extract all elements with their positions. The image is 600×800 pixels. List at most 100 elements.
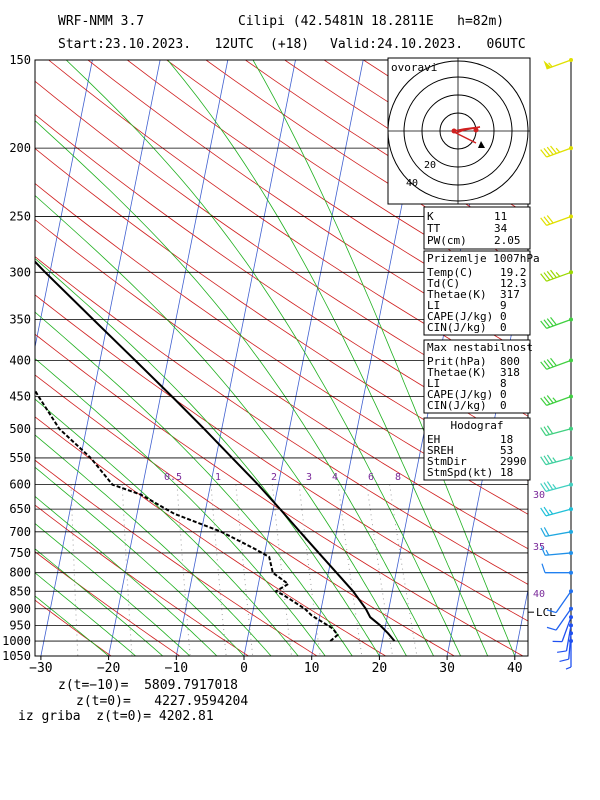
wind-barb-full <box>546 425 554 435</box>
wind-barb-base <box>569 455 573 460</box>
wind-barb-base <box>569 529 573 534</box>
wind-barb-base <box>569 623 573 628</box>
wind-barb <box>565 639 573 670</box>
wind-barb-full <box>550 357 557 367</box>
wind-barb-staff <box>546 318 572 330</box>
pressure-tick-label: 450 <box>9 389 31 403</box>
pressure-tick-label: 850 <box>9 584 31 598</box>
height-t-zero-grib: iz griba z(t=0)= 4202.81 <box>18 709 214 724</box>
mixing-ratio-label: 0.5 <box>164 472 182 483</box>
wind-barb-full <box>540 217 548 226</box>
storm-motion-marker <box>478 141 485 148</box>
mixing-ratio-label: 3 <box>306 472 312 483</box>
isotherm-line <box>583 60 600 656</box>
lead-time: (+18) <box>270 37 310 52</box>
section-title: Hodograf <box>451 419 504 432</box>
section-title: Max nestabilnost <box>427 341 533 354</box>
dry-adiabat-line <box>35 504 249 656</box>
lcl-label: LCL <box>536 606 556 619</box>
section-row-label: Prit(hPa) <box>427 355 487 368</box>
section-row-label: StmSpd(kt) <box>427 466 493 479</box>
wind-barb-full <box>546 146 554 155</box>
mixing-ratio-label: 4 <box>332 472 338 483</box>
wind-barb <box>540 546 573 556</box>
index-value: 2.05 <box>494 234 521 247</box>
temperature-tick-label: −10 <box>165 661 188 676</box>
wind-barb-base <box>569 317 573 322</box>
index-value: 11 <box>494 210 507 223</box>
wind-barb <box>540 317 573 330</box>
section-row-label: CIN(J/kg) <box>427 321 487 334</box>
pressure-tick-label: 350 <box>9 313 31 327</box>
isotherm-edge-label: 35 <box>533 542 545 553</box>
wind-barb-base <box>569 394 573 399</box>
pressure-tick-label: 550 <box>9 451 31 465</box>
moist-adiabat-line <box>35 434 272 656</box>
wind-barb <box>543 58 573 70</box>
wind-barb <box>540 214 573 226</box>
wind-barb-full <box>543 148 551 157</box>
wind-barb-full <box>540 320 548 329</box>
wind-barb-full <box>540 361 548 370</box>
dry-adiabat-line <box>35 374 455 656</box>
model-name: WRF-NMM 3.7 <box>58 14 145 29</box>
wind-barb-base <box>569 570 573 575</box>
isotherm-edge-label: 30 <box>533 490 545 501</box>
section-row-value: 0 <box>500 388 507 401</box>
index-label: K <box>427 210 434 223</box>
wind-barb-full <box>557 650 567 653</box>
height-t-zero: z(t=0)= 4227.9594204 <box>76 694 249 709</box>
pressure-tick-label: 150 <box>9 53 31 67</box>
wind-barb-full <box>550 145 557 154</box>
wind-barb-staff <box>546 271 572 282</box>
section-row-label: Thetae(K) <box>427 366 487 379</box>
section-row-value: 318 <box>500 366 520 379</box>
wind-barb-full <box>540 427 547 436</box>
section-row-label: CIN(J/kg) <box>427 399 487 412</box>
wind-barb-base <box>569 214 573 219</box>
wind-barb-staff <box>545 483 572 492</box>
pressure-tick-label: 1000 <box>2 634 31 648</box>
dry-adiabat-line <box>35 416 386 656</box>
section-row-label: Td(C) <box>427 277 460 290</box>
temperature-tick-label: 40 <box>507 661 523 676</box>
station-name: Cilipi (42.5481N 18.2811E h=82m) <box>238 14 505 29</box>
pressure-tick-label: 900 <box>9 602 31 616</box>
surface-box <box>423 250 531 336</box>
temperature-profile <box>35 260 396 642</box>
pressure-tick-label: 750 <box>9 546 31 560</box>
wind-barb-staff <box>561 616 572 642</box>
hodograph-ring-label: 20 <box>424 160 436 171</box>
wind-barb <box>540 269 573 282</box>
isotherm-line <box>243 60 364 656</box>
height-t-minus10: z(t=−10)= 5809.7917018 <box>58 678 239 693</box>
pressure-tick-label: 700 <box>9 525 31 539</box>
index-label: PW(cm) <box>427 234 467 247</box>
wind-barb-staff <box>545 531 572 537</box>
wind-barb-full <box>540 456 547 466</box>
hodograph-point <box>451 128 457 134</box>
section-row-label: LI <box>427 299 440 312</box>
wind-barb-staff <box>545 508 572 517</box>
wind-barb-base <box>569 606 573 611</box>
wind-barb-staff <box>565 625 572 652</box>
section-row-label: LI <box>427 377 440 390</box>
start-time: Start:23.10.2023. 12UTC <box>58 37 254 52</box>
temperature-tick-label: −20 <box>97 661 120 676</box>
wind-barb-base <box>569 507 573 512</box>
mixing-ratio-label: 8 <box>395 472 401 483</box>
hodograph-stats-box <box>423 417 531 481</box>
mixing-ratio-line <box>70 484 79 656</box>
section-row-value: 19.2 <box>500 266 527 279</box>
section-row-label: EH <box>427 433 440 446</box>
wind-barb-base <box>569 615 573 620</box>
wind-barb <box>540 145 573 158</box>
isotherm-line <box>35 60 93 350</box>
pressure-tick-label: 950 <box>9 618 31 632</box>
wind-barb-half <box>552 483 557 489</box>
wind-barb-full <box>540 527 546 537</box>
mixing-ratio-line <box>176 484 191 656</box>
wind-barb-full <box>543 527 550 537</box>
wind-barb-full <box>540 149 548 158</box>
wind-barb-base <box>569 631 573 636</box>
